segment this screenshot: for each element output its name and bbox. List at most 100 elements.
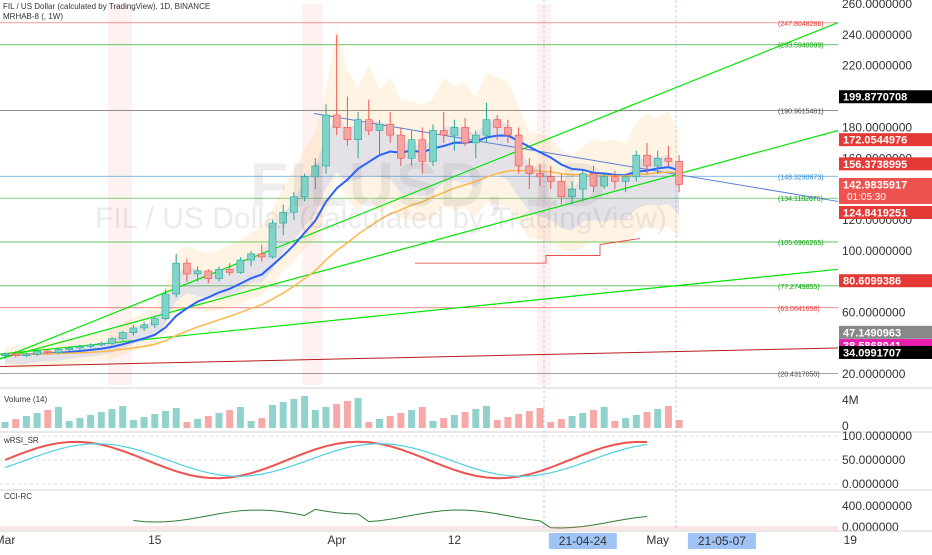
candle (183, 258, 191, 282)
candle-body (471, 134, 480, 144)
candle-body (536, 173, 544, 178)
rsi-signal-line (4, 443, 648, 477)
session-band-2 (537, 4, 551, 385)
candle-body (300, 176, 309, 198)
volume-tick-label: 4M (842, 393, 859, 407)
candle-body (311, 165, 320, 178)
candle (65, 346, 73, 352)
volume-bar (76, 418, 84, 428)
volume-bar (536, 408, 544, 428)
candle (129, 324, 138, 336)
candle-body (86, 344, 95, 347)
candle-body (161, 293, 170, 319)
candle-body (450, 127, 459, 136)
level-label: (77.2749855) (778, 284, 820, 291)
candle-body (364, 119, 373, 131)
candle (311, 158, 320, 190)
candle-body (215, 269, 223, 279)
volume-bar (365, 422, 373, 428)
candle-body (664, 157, 673, 162)
volume-bar (376, 419, 383, 428)
chart-title: FIL / US Dollar (calculated by TradingVi… (3, 2, 211, 11)
session-band-0 (108, 4, 132, 385)
price-tag (839, 90, 932, 104)
price-tag (839, 205, 932, 219)
bar-countdown: 01:05:30 (847, 192, 886, 203)
volume-bar (333, 404, 341, 428)
candle (279, 204, 288, 236)
trendline-mid (0, 129, 839, 360)
candle (632, 150, 641, 182)
candle (578, 170, 587, 202)
y-tick-label: 100.0000000 (842, 244, 912, 258)
y-tick-label: 180.0000000 (842, 120, 912, 134)
candle-body (332, 114, 341, 128)
candle-body (54, 349, 63, 353)
volume-bar (247, 421, 255, 428)
rsi-tick-label: 100.0000000 (842, 429, 912, 443)
candle-body (514, 134, 523, 167)
candle (675, 155, 683, 193)
candle (11, 351, 20, 358)
candle-body (525, 165, 534, 174)
candle-body (129, 327, 138, 333)
y-tick-label: 60.0000000 (842, 306, 906, 320)
cci-zero-band (0, 526, 838, 530)
candle-body (675, 161, 683, 185)
candle-body (268, 222, 277, 258)
volume-bar (418, 407, 426, 428)
y-tick-label: 240.0000000 (842, 28, 912, 42)
rsi-tick-label: 0.0000000 (842, 477, 899, 491)
price-tag (839, 133, 932, 147)
volume-bar (119, 406, 127, 428)
price-tag-label: 156.3738995 (843, 159, 907, 171)
volume-bar (290, 399, 298, 428)
candle-body (439, 130, 448, 136)
candle (215, 266, 223, 282)
candle (471, 130, 480, 159)
candle (504, 119, 512, 143)
volume-tick-label: 0 (842, 419, 849, 433)
candle (118, 331, 127, 341)
volume-bar (97, 412, 105, 428)
candle-body (611, 176, 619, 182)
volume-bar (215, 413, 223, 428)
price-tag-label: 34.0991707 (843, 347, 901, 359)
volume-bar (654, 409, 662, 428)
volume-bar (643, 412, 651, 428)
candle-body (397, 134, 405, 159)
level-label: (20.4317050) (778, 372, 820, 379)
volume-bar (440, 418, 448, 428)
level-label: (105.6966265) (778, 240, 824, 247)
candle-body (407, 139, 416, 159)
volume-bar (493, 420, 501, 428)
watermark-name: FIL / US Dollar (calculated by TradingVi… (95, 202, 667, 235)
candle (589, 165, 598, 193)
candle (343, 96, 352, 146)
candle (482, 102, 491, 143)
candle (461, 118, 469, 146)
candle (225, 263, 234, 276)
volume-bar (386, 416, 394, 428)
candle-body (653, 157, 662, 167)
rsi-line (4, 440, 648, 480)
candle-body (429, 130, 437, 162)
candle-body (151, 318, 159, 326)
candle (161, 289, 170, 321)
volume-bar (515, 414, 523, 428)
cci-pane-label: CCI-RC (4, 492, 32, 501)
sma-line (4, 169, 680, 356)
volume-bar (151, 414, 159, 428)
session-band-1 (302, 4, 323, 385)
volume-bar (279, 402, 287, 428)
volume-bar (397, 413, 405, 428)
ema-line (4, 134, 680, 356)
level-label: (63.0641658) (778, 306, 820, 313)
candle-body (290, 196, 298, 213)
candle (97, 341, 106, 347)
y-tick-label: 260.0000000 (842, 0, 912, 11)
volume-bar (579, 413, 587, 428)
candle-body (22, 353, 31, 356)
